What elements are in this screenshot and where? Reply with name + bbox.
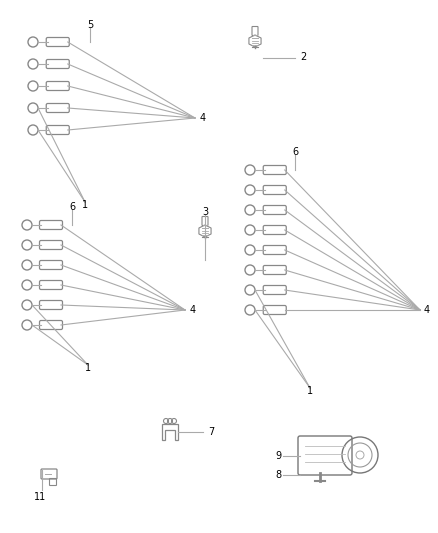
Text: 6: 6 [69,202,75,212]
Text: 3: 3 [202,207,208,217]
Text: 1: 1 [307,386,313,396]
Text: 6: 6 [292,147,298,157]
Text: 5: 5 [87,20,93,30]
Text: 4: 4 [190,305,196,315]
Text: 1: 1 [85,363,91,373]
Text: 8: 8 [275,470,281,480]
Text: 4: 4 [200,113,206,123]
Text: 2: 2 [300,52,306,62]
Text: 9: 9 [275,451,281,461]
Text: 1: 1 [82,200,88,210]
Text: 11: 11 [34,492,46,502]
Text: 7: 7 [208,427,214,437]
Text: 4: 4 [424,305,430,315]
